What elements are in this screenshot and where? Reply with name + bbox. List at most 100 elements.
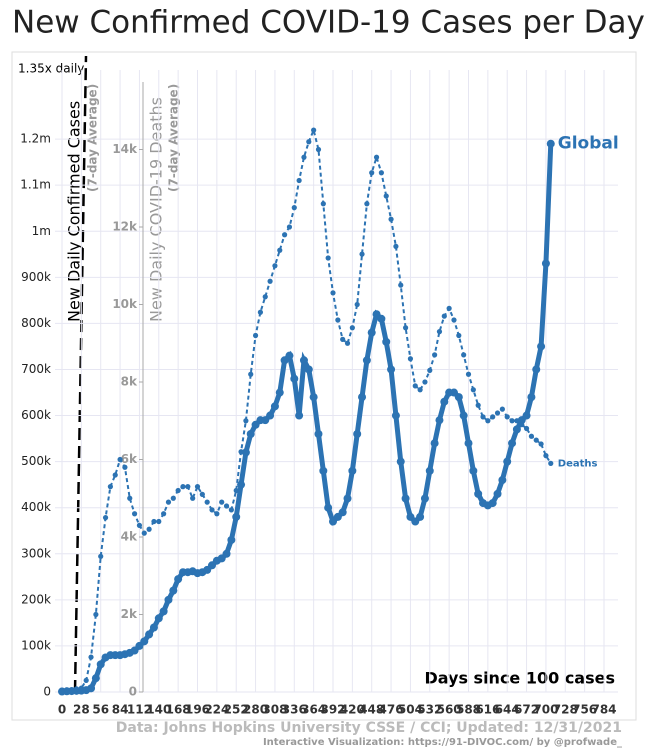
data-point xyxy=(270,402,279,411)
data-point xyxy=(219,499,225,505)
x-tick-label: 56 xyxy=(92,703,109,717)
data-point xyxy=(391,411,400,420)
y-tick-label: 600k xyxy=(21,408,51,422)
data-point xyxy=(145,630,154,639)
x-tick-label: 420 xyxy=(340,703,365,717)
data-point xyxy=(353,429,362,438)
data-point xyxy=(286,224,293,230)
data-point xyxy=(504,414,510,420)
data-point xyxy=(91,674,100,683)
data-point xyxy=(324,503,333,512)
x-tick-label: 252 xyxy=(224,703,249,717)
data-point xyxy=(174,575,183,584)
x-tick-label: 784 xyxy=(591,703,616,717)
data-point xyxy=(180,484,186,490)
data-point xyxy=(338,508,347,517)
data-point xyxy=(107,484,113,490)
annotation: 1.35x daily xyxy=(18,62,84,76)
x-tick-label: 756 xyxy=(572,703,597,717)
data-point xyxy=(96,660,105,669)
data-point xyxy=(309,393,318,402)
data-point xyxy=(456,332,462,339)
data-point xyxy=(430,439,439,448)
data-point xyxy=(185,484,191,490)
data-point xyxy=(527,393,536,402)
data-point xyxy=(98,553,104,559)
y2-tick-label: 4k xyxy=(121,530,138,544)
data-point xyxy=(291,205,297,211)
data-point xyxy=(369,170,375,176)
data-point xyxy=(83,677,89,683)
data-point xyxy=(514,418,520,424)
y-tick-label: 800k xyxy=(21,316,51,330)
data-point xyxy=(459,411,468,420)
data-point xyxy=(417,387,423,393)
data-point xyxy=(465,371,472,377)
data-point xyxy=(266,411,275,420)
data-point xyxy=(401,494,410,503)
data-point xyxy=(257,309,264,315)
data-point xyxy=(88,654,94,660)
y-tick-label: 100k xyxy=(21,638,51,652)
data-point xyxy=(141,530,147,536)
data-point xyxy=(358,393,367,402)
data-point xyxy=(340,336,346,342)
data-point xyxy=(422,379,428,385)
data-point xyxy=(314,429,323,438)
data-point xyxy=(330,290,336,296)
x-tick-label: 560 xyxy=(437,703,462,717)
x-tick-label: 672 xyxy=(514,703,539,717)
x-tick-label: 504 xyxy=(398,703,423,717)
data-point xyxy=(214,511,220,517)
data-point xyxy=(435,416,444,425)
data-point xyxy=(131,511,138,517)
data-point xyxy=(204,499,210,505)
data-point xyxy=(275,388,284,397)
data-point xyxy=(543,453,549,459)
data-point xyxy=(127,495,133,501)
data-point xyxy=(299,356,308,365)
y-tick-label: 0 xyxy=(43,685,51,699)
y2-tick-label: 12k xyxy=(112,220,138,234)
data-point xyxy=(503,457,512,466)
data-point xyxy=(532,365,541,374)
data-point xyxy=(282,232,288,238)
data-point xyxy=(227,535,236,544)
data-point xyxy=(262,294,268,300)
credit: Interactive Visualization: https://91-DI… xyxy=(263,737,622,748)
data-point xyxy=(175,487,181,494)
y-tick-label: 400k xyxy=(21,500,51,514)
data-point xyxy=(102,515,109,521)
data-point xyxy=(538,441,544,447)
x-tick-label: 476 xyxy=(379,703,404,717)
source: Data: Johns Hopkins University CSSE / CC… xyxy=(116,720,622,736)
data-point xyxy=(69,687,75,693)
data-point xyxy=(151,518,157,525)
y2-tick-label: 8k xyxy=(121,375,138,389)
data-point xyxy=(499,406,505,412)
data-point xyxy=(169,586,178,595)
data-point xyxy=(165,499,172,505)
data-point xyxy=(364,201,370,207)
data-point xyxy=(533,437,539,443)
data-point xyxy=(311,127,317,133)
data-point xyxy=(164,595,173,604)
data-point xyxy=(398,282,404,288)
legend-label: Deaths xyxy=(558,458,598,469)
data-point xyxy=(117,456,123,463)
x-tick-label: 224 xyxy=(204,703,229,717)
legend-label: Global xyxy=(558,134,619,154)
data-point xyxy=(149,623,158,632)
y-tick-label: 700k xyxy=(21,362,51,376)
data-point xyxy=(170,495,176,501)
data-point xyxy=(154,614,163,623)
data-point xyxy=(425,466,434,475)
x-tick-label: 392 xyxy=(320,703,345,717)
data-point xyxy=(388,216,394,222)
data-point xyxy=(161,511,167,517)
y2-tick-label: 2k xyxy=(121,607,138,621)
data-point xyxy=(393,243,399,249)
x-tick-label: 700 xyxy=(533,703,558,717)
x-tick-label: 168 xyxy=(166,703,191,717)
